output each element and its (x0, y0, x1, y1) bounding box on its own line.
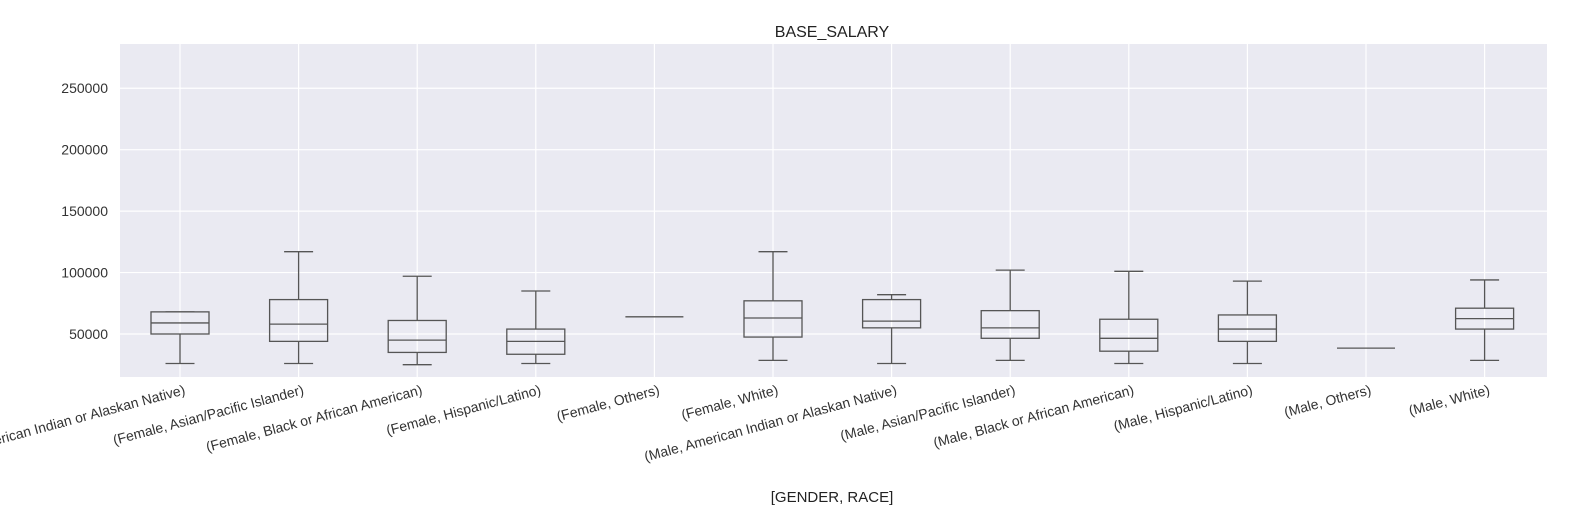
y-tick-label: 200000 (61, 142, 108, 158)
box-8 (980, 269, 1040, 362)
y-tick-label: 150000 (61, 203, 108, 219)
box-6 (743, 251, 803, 362)
x-tick-label: (Male, Others) (1282, 381, 1373, 420)
box-2 (268, 251, 329, 365)
y-tick-label: 250000 (61, 80, 108, 96)
iqr-box (980, 309, 1040, 339)
box-9 (1099, 270, 1159, 365)
box-12 (1454, 279, 1515, 362)
iqr-box (743, 300, 803, 338)
iqr-box (387, 319, 447, 354)
box-1 (150, 311, 210, 365)
iqr-box (1099, 318, 1159, 352)
x-axis-title: [GENDER, RACE] (771, 489, 894, 506)
x-tick-labels: (Female, American Indian or Alaskan Nati… (0, 381, 1491, 468)
y-tick-label: 50000 (69, 326, 108, 342)
iqr-box (268, 298, 329, 343)
boxes (150, 251, 1515, 366)
iqr-box (1217, 314, 1278, 343)
plot-area-background (120, 44, 1547, 377)
iqr-box (861, 298, 922, 329)
x-tick-label: (Female, Black or African American) (204, 381, 424, 454)
box-10 (1217, 280, 1278, 365)
chart-title: BASE_SALARY (775, 24, 890, 41)
x-tick-label: (Male, Black or African American) (932, 381, 1136, 450)
box-3 (387, 275, 447, 366)
y-tick-label: 100000 (61, 265, 108, 281)
box-7 (861, 294, 922, 365)
x-tick-label: (Male, White) (1407, 381, 1492, 418)
x-tick-label: (Female, Others) (555, 381, 661, 424)
box-4 (506, 290, 566, 365)
y-tick-labels: 50000 100000 150000 200000 250000 (61, 80, 108, 342)
gridlines (120, 44, 1547, 377)
